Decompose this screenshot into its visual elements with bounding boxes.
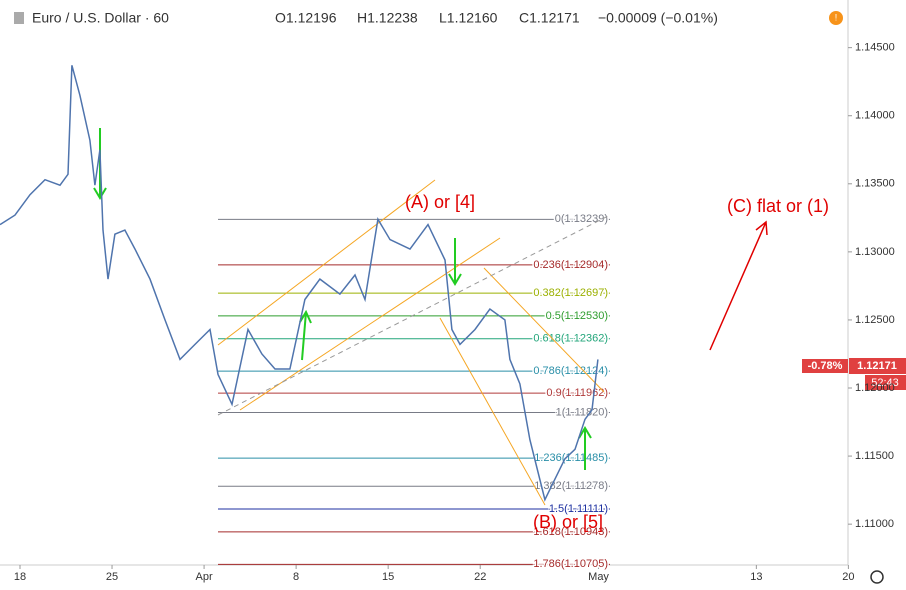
countdown-text: 52:43 bbox=[871, 377, 899, 389]
arrow bbox=[578, 426, 592, 470]
channel-line bbox=[217, 179, 436, 346]
close: C1.12171 bbox=[519, 10, 580, 26]
low: L1.12160 bbox=[439, 10, 498, 26]
change: −0.00009 (−0.01%) bbox=[598, 10, 718, 26]
fib-label: 0.5(1.12530) bbox=[546, 310, 608, 322]
x-tick-label: 8 bbox=[293, 571, 299, 583]
fib-label: 0(1.13239) bbox=[555, 213, 608, 225]
fib-label: 1.618(1.10943) bbox=[533, 526, 608, 538]
alert-mark: ! bbox=[835, 12, 838, 22]
y-tick-label: 1.14000 bbox=[855, 110, 895, 122]
drawings bbox=[93, 128, 768, 506]
channel-line bbox=[439, 317, 546, 506]
fib-label: 1.236(1.11485) bbox=[534, 452, 608, 464]
alert-icon[interactable] bbox=[829, 11, 843, 25]
x-tick-label: May bbox=[588, 571, 609, 583]
fib-label: 1(1.11820) bbox=[556, 406, 608, 418]
symbol-icon bbox=[14, 12, 24, 24]
x-tick-label: 20 bbox=[842, 571, 854, 583]
percent-tag bbox=[802, 359, 848, 373]
price-tag bbox=[849, 358, 906, 374]
y-tick-label: 1.12000 bbox=[855, 382, 895, 394]
y-tick-label: 1.14500 bbox=[855, 42, 895, 54]
channel-line bbox=[483, 267, 605, 393]
x-tick-label: Apr bbox=[196, 571, 213, 583]
annotation: (A) or [4] bbox=[405, 192, 475, 212]
annotation: (B) or [5] bbox=[533, 512, 603, 532]
y-tick-label: 1.12500 bbox=[855, 314, 895, 326]
x-tick-label: 22 bbox=[474, 571, 486, 583]
plot bbox=[0, 65, 599, 502]
x-tick-label: 15 bbox=[382, 571, 394, 583]
fib-label: 0.382(1.12697) bbox=[533, 287, 608, 299]
fib-label: 0.9(1.11962) bbox=[546, 387, 608, 399]
symbol: Euro / U.S. Dollar · 60 bbox=[32, 10, 169, 26]
fib-label: 0.786(1.12124) bbox=[533, 365, 608, 377]
open: O1.12196 bbox=[275, 10, 337, 26]
y-tick-label: 1.11500 bbox=[855, 450, 894, 462]
settings-icon[interactable] bbox=[870, 570, 884, 584]
y-tick-label: 1.11000 bbox=[855, 518, 894, 530]
countdown-tag bbox=[865, 375, 906, 390]
fib-label: 1.382(1.11278) bbox=[534, 480, 608, 492]
fib-label: 1.786(1.10705) bbox=[533, 558, 608, 570]
y-tick-label: 1.13500 bbox=[855, 178, 895, 190]
x-tick-label: 25 bbox=[106, 571, 118, 583]
y-tick-label: 1.13000 bbox=[855, 246, 895, 258]
price-text: 1.12171 bbox=[857, 360, 897, 372]
x-tick-label: 13 bbox=[750, 571, 762, 583]
annotation: (C) flat or (1) bbox=[727, 196, 829, 216]
arrow bbox=[709, 220, 768, 351]
arrow bbox=[448, 238, 462, 286]
arrow bbox=[299, 309, 312, 361]
grid bbox=[19, 47, 852, 569]
trend-line bbox=[217, 214, 611, 416]
x-tick-label: 18 bbox=[14, 571, 26, 583]
high: H1.12238 bbox=[357, 10, 418, 26]
fib-label: 0.236(1.12904) bbox=[533, 259, 608, 271]
price-line bbox=[0, 65, 599, 502]
fib-label: 0.618(1.12362) bbox=[533, 333, 608, 345]
percent-text: -0.78% bbox=[808, 360, 843, 372]
fib-label: 1.5(1.11111) bbox=[549, 503, 608, 515]
fibonacci: 0(1.13239) 0.236(1.12904) 0.382(1.12697) 0.… bbox=[218, 212, 610, 572]
